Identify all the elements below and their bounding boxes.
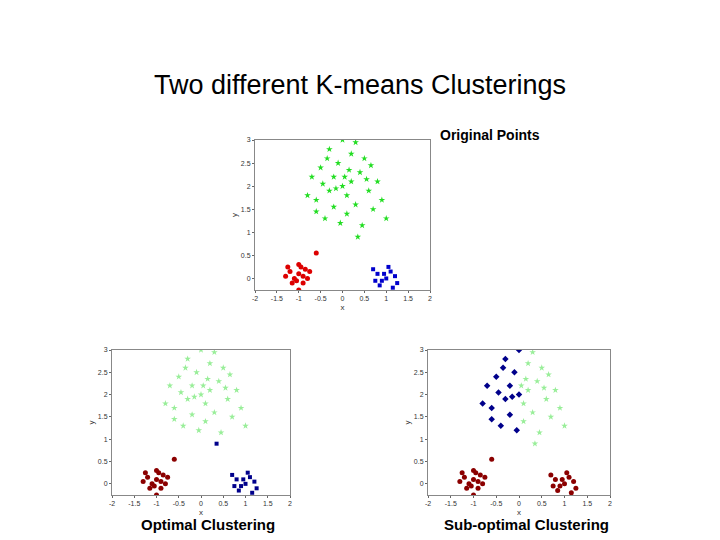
svg-text:0.5: 0.5 <box>218 500 228 507</box>
svg-text:1: 1 <box>563 500 567 507</box>
svg-text:0: 0 <box>199 500 203 507</box>
svg-text:2: 2 <box>428 295 432 302</box>
svg-text:-1: -1 <box>296 295 302 302</box>
svg-text:x: x <box>199 508 203 517</box>
svg-text:2.5: 2.5 <box>241 160 251 167</box>
svg-text:0.5: 0.5 <box>537 500 547 507</box>
svg-text:1.5: 1.5 <box>414 413 424 420</box>
svg-text:Sub-optimal Clustering: Sub-optimal Clustering <box>444 516 609 533</box>
svg-text:3: 3 <box>420 346 424 353</box>
svg-text:Original Points: Original Points <box>440 127 540 143</box>
svg-text:1: 1 <box>244 500 248 507</box>
svg-text:-0.5: -0.5 <box>315 295 327 302</box>
svg-text:-0.5: -0.5 <box>173 500 185 507</box>
svg-text:1.5: 1.5 <box>241 206 251 213</box>
svg-text:1: 1 <box>247 229 251 236</box>
svg-text:-1: -1 <box>153 500 159 507</box>
svg-text:0: 0 <box>341 295 345 302</box>
svg-text:1.5: 1.5 <box>403 295 413 302</box>
svg-text:1.5: 1.5 <box>98 413 108 420</box>
svg-text:y: y <box>403 421 412 425</box>
svg-text:3: 3 <box>247 136 251 143</box>
svg-text:y: y <box>87 421 96 425</box>
svg-text:0: 0 <box>517 500 521 507</box>
svg-text:-1.5: -1.5 <box>445 500 457 507</box>
svg-text:2: 2 <box>288 500 292 507</box>
svg-text:1.5: 1.5 <box>263 500 273 507</box>
svg-text:2: 2 <box>104 391 108 398</box>
svg-text:-0.5: -0.5 <box>490 500 502 507</box>
svg-text:1: 1 <box>420 436 424 443</box>
svg-text:2: 2 <box>420 391 424 398</box>
svg-text:-2: -2 <box>252 295 258 302</box>
svg-text:0.5: 0.5 <box>98 458 108 465</box>
svg-text:0.5: 0.5 <box>414 458 424 465</box>
svg-text:Two different K-means Clusteri: Two different K-means Clusterings <box>154 70 566 100</box>
svg-text:1: 1 <box>384 295 388 302</box>
svg-text:0.5: 0.5 <box>241 252 251 259</box>
svg-text:x: x <box>341 303 345 312</box>
svg-text:-1.5: -1.5 <box>128 500 140 507</box>
svg-text:3: 3 <box>104 346 108 353</box>
svg-text:y: y <box>230 213 239 217</box>
svg-text:2: 2 <box>608 500 612 507</box>
svg-text:0: 0 <box>420 480 424 487</box>
svg-text:Optimal Clustering: Optimal Clustering <box>141 516 275 533</box>
svg-text:x: x <box>517 508 521 517</box>
svg-text:0: 0 <box>104 480 108 487</box>
svg-text:0.5: 0.5 <box>360 295 370 302</box>
svg-text:-2: -2 <box>109 500 115 507</box>
svg-text:2: 2 <box>247 183 251 190</box>
svg-text:-1: -1 <box>470 500 476 507</box>
svg-text:0: 0 <box>247 275 251 282</box>
svg-text:-2: -2 <box>425 500 431 507</box>
svg-text:1.5: 1.5 <box>582 500 592 507</box>
svg-text:2.5: 2.5 <box>98 369 108 376</box>
svg-text:2.5: 2.5 <box>414 369 424 376</box>
svg-text:-1.5: -1.5 <box>271 295 283 302</box>
svg-text:1: 1 <box>104 436 108 443</box>
